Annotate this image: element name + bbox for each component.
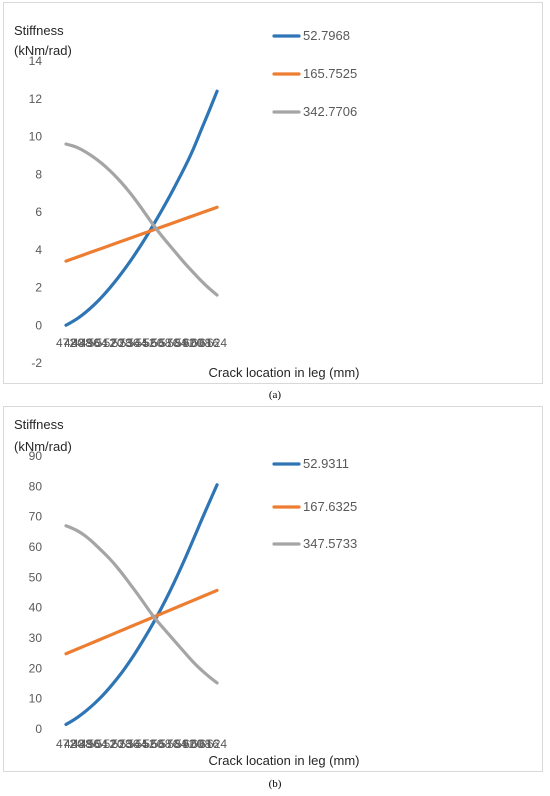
x-tick-label-b: 552	[135, 737, 155, 751]
y-axis-title-a-line-1: Stiffness	[14, 23, 64, 38]
y-tick-label-a: 10	[29, 130, 43, 144]
x-tick-label-b: 480	[64, 737, 84, 751]
x-tick-label-a: 496	[80, 336, 100, 350]
x-tick-label-a: 536	[120, 336, 140, 350]
x-tick-label-b: 536	[120, 737, 140, 751]
chart-b-svg: Stiffness (kNm/rad) 0 10 20 30 40 50 60 70 80 90 472…	[14, 417, 360, 768]
y-axis-title-b-line-2: (kNm/rad)	[14, 439, 72, 454]
series-line-b-1	[64, 483, 219, 727]
x-axis-title-b: Crack location in leg (mm)	[209, 753, 360, 768]
x-tick-label-b: 560	[143, 737, 163, 751]
x-tick-label-b: 496	[80, 737, 100, 751]
x-tick-label-b: 472	[56, 737, 76, 751]
x-tick-label-b: 576	[159, 737, 179, 751]
series-line-a-2	[64, 205, 219, 263]
y-tick-label-a: 4	[35, 243, 42, 257]
caption-b: (b)	[268, 778, 282, 790]
x-tick-label-a: 480	[64, 336, 84, 350]
x-axis-title-a: Crack location in leg (mm)	[209, 365, 360, 380]
series-line-a-1	[64, 89, 219, 327]
legend-label-a-1: 52.7968	[303, 28, 350, 43]
x-tick-label-b: 600	[183, 737, 203, 751]
series-line-a-3	[64, 142, 219, 297]
y-tick-label-b: 80	[29, 479, 43, 493]
x-tick-label-b: 624	[207, 737, 227, 751]
legend-label-a-3: 342.7706	[303, 104, 357, 119]
y-tick-label-b: 30	[29, 631, 43, 645]
x-tick-label-a: 600	[183, 336, 203, 350]
x-tick-label-a: 528	[112, 336, 132, 350]
x-tick-label-b: 568	[151, 737, 171, 751]
series-line-b-2	[64, 588, 219, 656]
y-tick-label-a: -2	[31, 356, 42, 370]
x-tick-label-a: 560	[143, 336, 163, 350]
y-tick-label-b: 50	[29, 570, 43, 584]
chart-panel-b: Stiffness (kNm/rad) 0 10 20 30 40 50 60 70 80 90 472…	[3, 406, 543, 772]
y-tick-label-a: 6	[35, 205, 42, 219]
x-tick-label-b: 592	[175, 737, 195, 751]
y-tick-label-a: 14	[29, 54, 43, 68]
legend-label-b-3: 347.5733	[303, 536, 357, 551]
x-tick-label-b: 512	[96, 737, 116, 751]
x-tick-label-b: 616	[199, 737, 219, 751]
caption-a: (a)	[268, 389, 282, 401]
y-tick-label-a: 8	[35, 167, 42, 181]
x-tick-label-a: 592	[175, 336, 195, 350]
x-tick-label-b: 504	[88, 737, 108, 751]
y-axis-title-a-line-2: (kNm/rad)	[14, 43, 72, 58]
x-tick-label-a: 576	[159, 336, 179, 350]
x-tick-label-a: 608	[191, 336, 211, 350]
x-tick-label-a: 552	[135, 336, 155, 350]
series-line-b-3	[64, 524, 219, 685]
legend-label-b-1: 52.9311	[303, 456, 349, 471]
x-tick-label-b: 608	[191, 737, 211, 751]
x-tick-label-b: 528	[112, 737, 132, 751]
x-tick-label-a: 512	[96, 336, 116, 350]
y-tick-label-b: 60	[29, 540, 43, 554]
y-tick-label-a: 0	[35, 318, 42, 332]
x-tick-label-a: 520	[104, 336, 124, 350]
y-tick-label-b: 20	[29, 661, 43, 675]
y-tick-label-b: 0	[35, 722, 42, 736]
x-tick-label-a: 472	[56, 336, 76, 350]
legend-label-b-2: 167.6325	[303, 499, 357, 514]
y-tick-label-b: 70	[29, 510, 43, 524]
x-tick-label-a: 488	[72, 336, 92, 350]
x-tick-label-a: 568	[151, 336, 171, 350]
x-tick-label-b: 488	[72, 737, 92, 751]
y-tick-label-b: 90	[29, 449, 43, 463]
y-tick-label-b: 40	[29, 601, 43, 615]
y-tick-label-a: 12	[29, 92, 43, 106]
x-tick-label-a: 584	[167, 336, 187, 350]
x-tick-label-a: 544	[128, 336, 148, 350]
legend-label-a-2: 165.7525	[303, 66, 357, 81]
chart-panel-a: Stiffness (kNm/rad) -2 0 2 4 6 8 10 12 14 472 480 488…	[3, 2, 543, 384]
y-tick-label-a: 2	[35, 281, 42, 295]
x-tick-label-b: 520	[104, 737, 124, 751]
y-axis-title-b-line-1: Stiffness	[14, 417, 64, 432]
x-tick-label-a: 624	[207, 336, 227, 350]
chart-a-svg: Stiffness (kNm/rad) -2 0 2 4 6 8 10 12 14 472480488…	[14, 23, 360, 380]
y-tick-label-b: 10	[29, 692, 43, 706]
x-tick-label-b: 584	[167, 737, 187, 751]
x-tick-label-a: 504	[88, 336, 108, 350]
x-tick-label-b: 544	[128, 737, 148, 751]
x-tick-label-a: 616	[199, 336, 219, 350]
